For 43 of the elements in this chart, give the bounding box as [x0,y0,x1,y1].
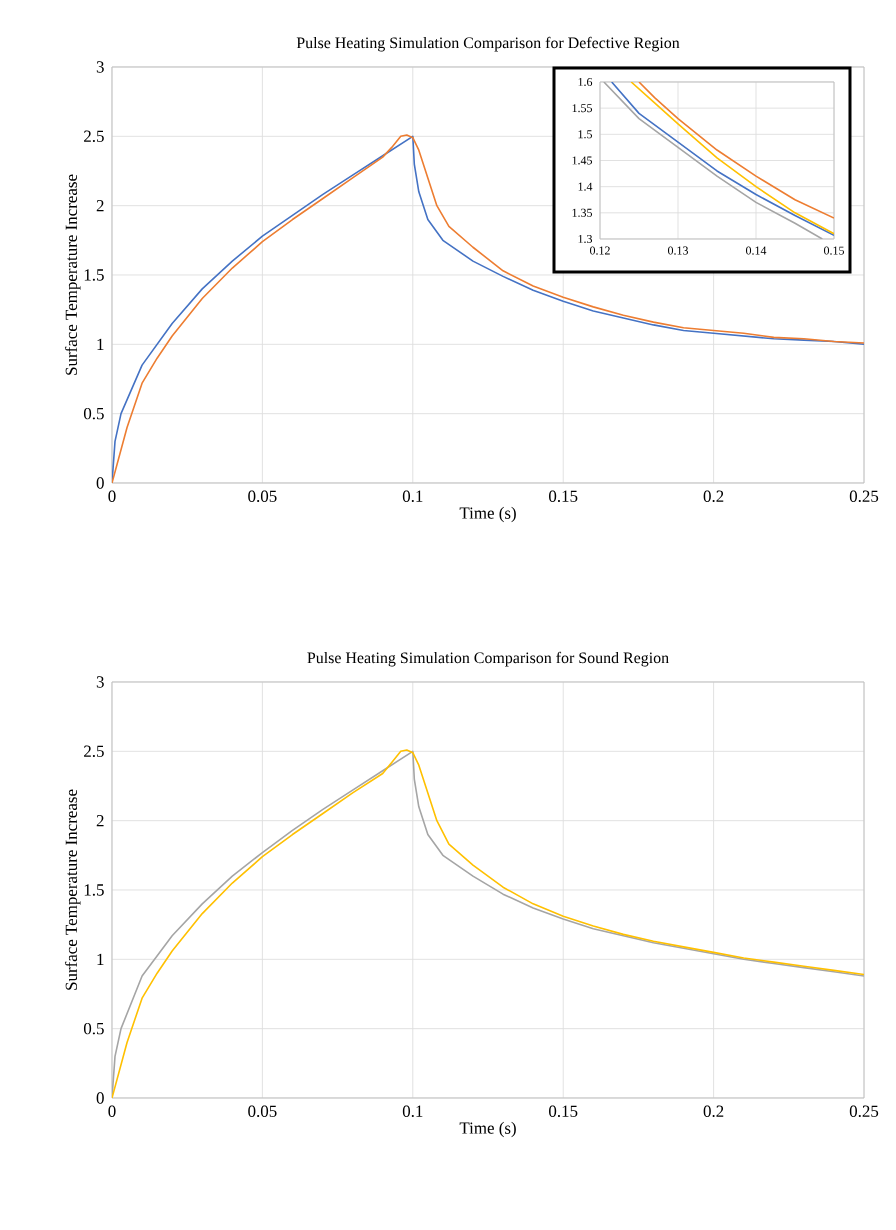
y-tick-label: 1.5 [84,269,104,281]
x-tick-label: 0.25 [849,490,879,502]
y-tick-label: 1.35 [572,208,593,217]
y-tick-label: 2 [96,815,104,827]
x-tick-label: 0.14 [745,246,767,255]
y-tick-label: 0 [96,477,104,489]
y-tick-label: 1.5 [84,884,104,896]
y-tick-label: 2 [96,200,104,212]
x-tick-label: 0.15 [549,490,578,502]
x-tick-label: 0.12 [590,246,610,255]
x-tick-label: 0.2 [703,490,724,502]
x-tick-label: 0.2 [703,1105,724,1118]
y-tick-label: 1.4 [578,182,593,191]
y-tick-label: 1.6 [578,77,593,87]
y-tick-label: 3 [96,676,104,688]
y-tick-label: 1 [97,338,104,350]
x-tick-label: 0.25 [849,1105,879,1118]
x-tick-label: 0.15 [823,246,844,255]
y-axis-title: Surface Temperature Increase [64,789,81,990]
y-tick-label: 2.5 [84,745,104,758]
y-tick-label: 1 [97,953,104,965]
x-tick-label: 0.05 [248,490,277,502]
y-tick-label: 1.5 [578,130,593,139]
y-tick-label: 1.3 [578,234,593,244]
x-axis-title: Time (s) [459,1121,516,1138]
x-tick-label: 0.05 [248,1105,277,1118]
x-axis-title: Time (s) [459,506,516,523]
x-tick-label: 0.13 [667,246,688,255]
x-tick-label: 0.1 [402,490,423,502]
chart-title: Pulse Heating Simulation Comparison for Sound Region [307,651,669,667]
chart-title: Pulse Heating Simulation Comparison for Defective Region [296,36,680,52]
x-tick-label: 0 [108,490,116,502]
y-tick-label: 0.5 [83,1022,104,1035]
y-tick-label: 0 [96,1092,104,1104]
y-tick-label: 3 [96,61,104,73]
y-tick-label: 1.55 [572,104,593,113]
x-tick-label: 0.15 [549,1105,578,1118]
y-tick-label: 0.5 [83,407,104,420]
y-axis-title: Surface Temperature Increase [64,174,81,375]
y-tick-label: 1.45 [572,156,593,165]
y-tick-label: 2.5 [84,130,104,143]
x-tick-label: 0.1 [402,1105,423,1118]
x-tick-label: 0 [108,1105,116,1117]
